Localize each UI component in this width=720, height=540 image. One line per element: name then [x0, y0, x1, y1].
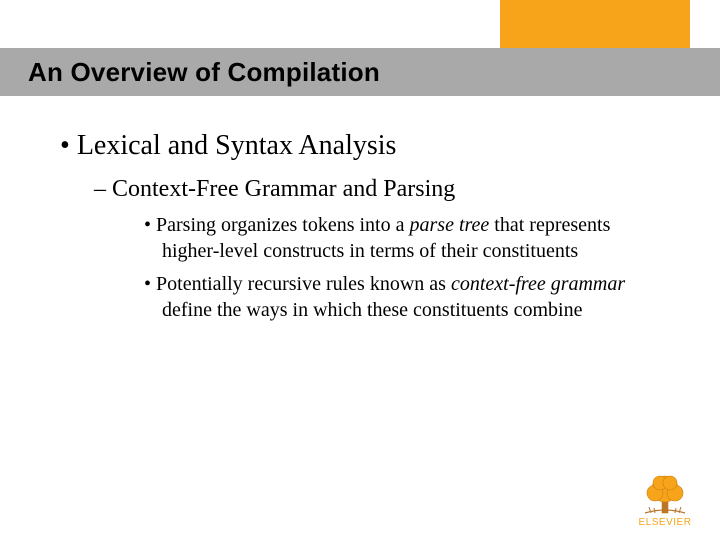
text-run: define the ways in which these constitue… [162, 299, 582, 321]
text-run: Parsing organizes tokens into a [156, 214, 409, 236]
title-bar: An Overview of Compilation [0, 48, 720, 96]
bullet-level3-item: Potentially recursive rules known as con… [144, 272, 660, 323]
text-emphasis: parse tree [410, 214, 490, 236]
bullet-level3-item: Parsing organizes tokens into a parse tr… [144, 213, 660, 264]
slide-title: An Overview of Compilation [28, 57, 380, 88]
bullet-level2: Context-Free Grammar and Parsing [94, 176, 660, 203]
bullet-level1: Lexical and Syntax Analysis [60, 130, 660, 162]
tree-icon [640, 471, 690, 515]
slide-body: Lexical and Syntax Analysis Context-Free… [60, 130, 660, 331]
text-emphasis: context-free grammar [451, 273, 625, 295]
publisher-name: ELSEVIER [632, 517, 698, 528]
brand-accent-block [500, 0, 690, 48]
publisher-logo: ELSEVIER [632, 471, 698, 528]
text-run: Potentially recursive rules known as [156, 273, 451, 295]
